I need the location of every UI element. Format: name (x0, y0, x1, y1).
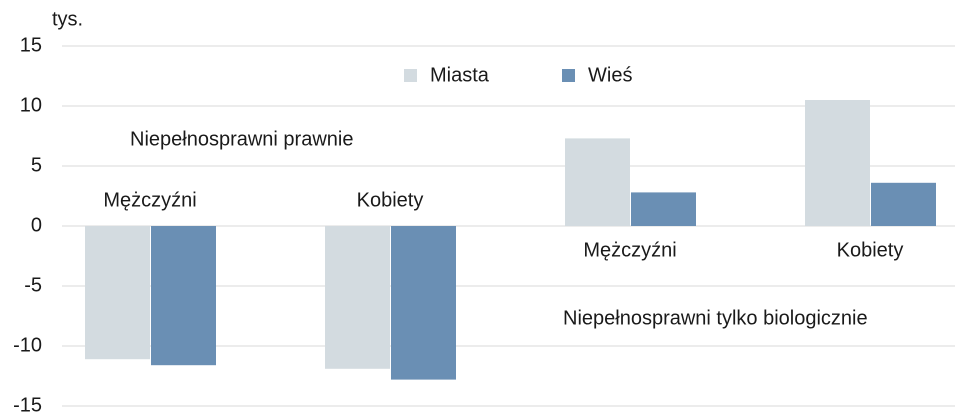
bar (391, 226, 456, 380)
category-label: Kobiety (357, 189, 424, 211)
bar (871, 182, 936, 226)
bar (325, 226, 390, 369)
bar (565, 138, 630, 226)
annotation: Niepełnosprawni prawnie (130, 128, 353, 150)
y-tick-label: 5 (31, 154, 42, 176)
legend-swatch (562, 69, 575, 82)
legend-swatch (404, 69, 417, 82)
category-label: Mężczyźni (103, 189, 196, 211)
bar (631, 192, 696, 226)
annotation: Niepełnosprawni tylko biologicznie (563, 307, 868, 329)
y-tick-label: 15 (20, 34, 42, 56)
y-tick-label: -5 (24, 274, 42, 296)
category-label: Kobiety (837, 239, 904, 261)
bar (805, 100, 870, 226)
category-label: Mężczyźni (583, 239, 676, 261)
legend-label: Wieś (588, 64, 632, 86)
legend-label: Miasta (430, 64, 490, 86)
bar (85, 226, 150, 360)
y-axis-label: tys. (52, 8, 83, 30)
bar (151, 226, 216, 366)
y-tick-label: 10 (20, 94, 42, 116)
y-tick-label: -15 (13, 394, 42, 412)
y-tick-label: 0 (31, 214, 42, 236)
y-tick-label: -10 (13, 334, 42, 356)
